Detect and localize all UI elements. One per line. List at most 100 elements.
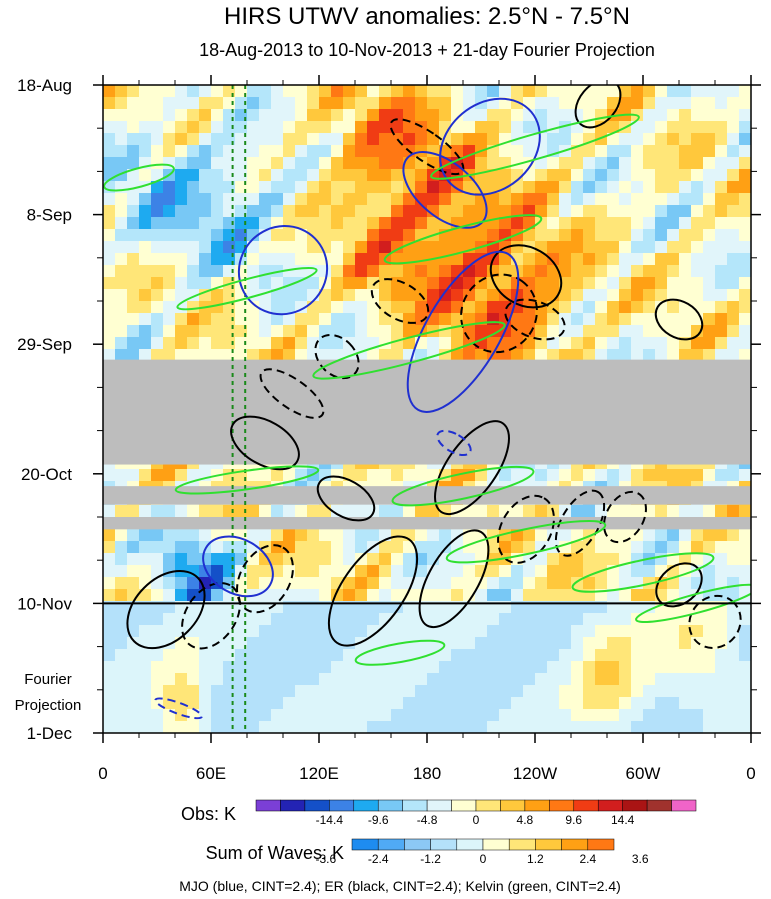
heatmap-cell xyxy=(391,157,404,170)
heatmap-cell xyxy=(739,505,751,518)
heatmap-cell xyxy=(199,553,212,566)
heatmap-cell xyxy=(583,721,596,733)
heatmap-cell xyxy=(403,565,416,578)
heatmap-cell xyxy=(283,505,296,518)
heatmap-cell xyxy=(679,85,692,98)
heatmap-cell xyxy=(439,697,452,710)
heatmap-cell xyxy=(715,637,728,650)
heatmap-cell xyxy=(559,205,572,218)
er-contour xyxy=(236,544,294,614)
x-tick-label: 120W xyxy=(513,764,557,783)
heatmap-cell xyxy=(235,97,248,110)
heatmap-cell xyxy=(319,673,332,686)
heatmap-cell xyxy=(259,85,272,98)
heatmap-cell xyxy=(571,265,584,278)
heatmap-cell xyxy=(499,661,512,674)
heatmap-cell xyxy=(379,301,392,314)
heatmap-cell xyxy=(175,337,188,350)
er-contour xyxy=(181,582,241,650)
heatmap-cell xyxy=(451,289,464,302)
heatmap-cell xyxy=(715,205,728,218)
heatmap-cell xyxy=(427,181,440,194)
heatmap-cell xyxy=(511,709,524,722)
heatmap-cell xyxy=(115,577,128,590)
heatmap-cell xyxy=(643,469,656,482)
heatmap-cell xyxy=(367,301,380,314)
heatmap-cell xyxy=(139,613,152,626)
heatmap-cell xyxy=(559,277,572,290)
heatmap-cell xyxy=(235,217,248,230)
heatmap-cell xyxy=(715,613,728,626)
heatmap-cell xyxy=(595,553,608,566)
heatmap-cell xyxy=(559,241,572,254)
heatmap-cell xyxy=(451,193,464,206)
heatmap-cell xyxy=(691,181,704,194)
heatmap-cell xyxy=(523,637,536,650)
heatmap-cell xyxy=(331,229,344,242)
heatmap-cell xyxy=(451,661,464,674)
heatmap-cell xyxy=(175,193,188,206)
heatmap-cell xyxy=(607,541,620,554)
heatmap-cell xyxy=(571,229,584,242)
heatmap-cell xyxy=(211,133,224,146)
heatmap-cell xyxy=(715,241,728,254)
heatmap-cell xyxy=(691,205,704,218)
heatmap-cell xyxy=(163,265,176,278)
heatmap-cell xyxy=(127,553,140,566)
heatmap-cell xyxy=(355,697,368,710)
heatmap-cell xyxy=(703,97,716,110)
heatmap-cell xyxy=(451,685,464,698)
heatmap-cell xyxy=(595,121,608,134)
heatmap-cell xyxy=(235,169,248,182)
heatmap-cell xyxy=(343,109,356,122)
heatmap-cell xyxy=(163,553,176,566)
heatmap-cell xyxy=(355,529,368,542)
heatmap-cell xyxy=(175,181,188,194)
heatmap-cell xyxy=(355,169,368,182)
heatmap-cell xyxy=(679,709,692,722)
heatmap-cell xyxy=(151,529,164,542)
heatmap-cell xyxy=(211,589,224,602)
heatmap-cell xyxy=(451,565,464,578)
heatmap-cell xyxy=(343,541,356,554)
heatmap-cell xyxy=(139,721,152,733)
heatmap-cell xyxy=(307,553,320,566)
heatmap-cell xyxy=(115,721,128,733)
heatmap-cell xyxy=(319,709,332,722)
heatmap-cell xyxy=(655,241,668,254)
heatmap-cell xyxy=(523,181,536,194)
heatmap-cell xyxy=(127,577,140,590)
heatmap-cell xyxy=(703,241,716,254)
colorbar-tick-label: 0 xyxy=(473,813,480,827)
heatmap-cell xyxy=(199,253,212,266)
heatmap-cell xyxy=(223,157,236,170)
heatmap-cell xyxy=(259,565,272,578)
heatmap-cell xyxy=(139,301,152,314)
heatmap-cell xyxy=(499,565,512,578)
heatmap-cell xyxy=(559,589,572,602)
heatmap-cell xyxy=(619,589,632,602)
heatmap-cell xyxy=(451,85,464,98)
heatmap-cell xyxy=(331,277,344,290)
heatmap-cell xyxy=(151,349,164,362)
heatmap-cell xyxy=(583,289,596,302)
heatmap-cell xyxy=(259,157,272,170)
heatmap-cell xyxy=(475,505,488,518)
heatmap-cell xyxy=(151,109,164,122)
heatmap-cell xyxy=(271,661,284,674)
heatmap-cell xyxy=(511,589,524,602)
heatmap-cell xyxy=(595,301,608,314)
heatmap-cell xyxy=(571,325,584,338)
heatmap-cell xyxy=(679,97,692,110)
heatmap-cell xyxy=(343,169,356,182)
colorbar-tick-label: -14.4 xyxy=(316,813,344,827)
heatmap-cell xyxy=(727,205,740,218)
heatmap-cell xyxy=(163,217,176,230)
heatmap-cell xyxy=(463,589,476,602)
heatmap-cell xyxy=(547,157,560,170)
heatmap-cell xyxy=(379,505,392,518)
heatmap-cell xyxy=(187,673,200,686)
heatmap-cell xyxy=(331,349,344,362)
heatmap-cell xyxy=(103,337,116,350)
heatmap-cell xyxy=(391,469,404,482)
